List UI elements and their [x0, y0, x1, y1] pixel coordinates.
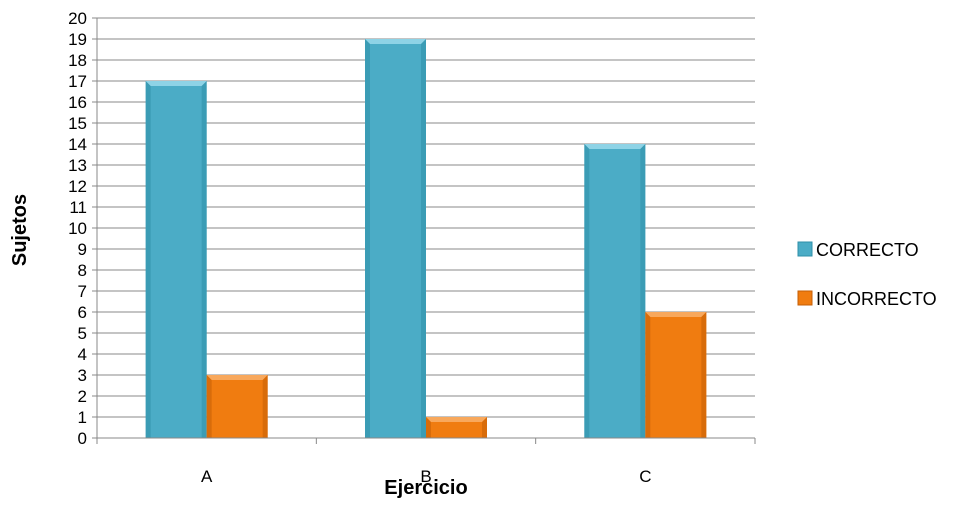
- y-tick-label: 11: [69, 198, 87, 217]
- bar-bevel-right: [201, 81, 207, 438]
- bar-correcto-a: [145, 81, 207, 438]
- bar-bevel-left: [645, 312, 651, 438]
- y-tick-label: 6: [78, 303, 87, 322]
- y-tick-label: 17: [68, 72, 87, 91]
- x-tick-label: C: [639, 467, 651, 486]
- y-tick-label: 5: [78, 324, 87, 343]
- bar-bevel-left: [145, 81, 151, 438]
- y-tick-label: 20: [68, 9, 87, 28]
- y-tick-label: 12: [68, 177, 87, 196]
- y-tick-label: 14: [68, 135, 87, 154]
- bar-bevel-top: [645, 312, 707, 317]
- y-tick-label: 0: [78, 429, 87, 448]
- y-tick-label: 19: [68, 30, 87, 49]
- bar-incorrecto-c: [645, 312, 707, 438]
- bar-bevel-right: [421, 39, 426, 438]
- x-tick-labels: A B C: [96, 438, 756, 486]
- x-tick-label: B: [420, 467, 431, 486]
- bar-bevel-left: [426, 417, 431, 438]
- legend: CORRECTO INCORRECTO: [797, 240, 937, 309]
- bar-incorrecto-a: [206, 375, 268, 438]
- bar-bevel-top: [365, 39, 426, 44]
- axes: [96, 18, 755, 439]
- bar-bevel-left: [584, 144, 590, 438]
- y-axis-title: Sujetos: [9, 194, 31, 266]
- bar-bevel-top: [584, 144, 646, 149]
- bar-bevel-right: [262, 375, 268, 438]
- y-tick-label: 7: [78, 282, 87, 301]
- bar-incorrecto-b: [426, 417, 487, 438]
- bar-bevel-left: [365, 39, 370, 438]
- legend-swatch-incorrecto: [797, 290, 813, 306]
- y-tick-label: 13: [68, 156, 87, 175]
- bar-bevel-right: [640, 144, 646, 438]
- legend-swatch-correcto: [797, 241, 813, 257]
- y-tick-label: 1: [78, 408, 87, 427]
- y-tick-label: 10: [68, 219, 87, 238]
- y-tick-label: 9: [78, 240, 87, 259]
- bar-bevel-top: [206, 375, 268, 380]
- y-tick-label: 3: [78, 366, 87, 385]
- x-axis-title: Ejercicio: [384, 477, 467, 499]
- legend-label-correcto: CORRECTO: [816, 240, 919, 260]
- y-tick-label: 18: [68, 51, 87, 70]
- y-tick-label: 2: [78, 387, 87, 406]
- y-tick-label: 4: [78, 345, 87, 364]
- bar-bevel-left: [206, 375, 212, 438]
- bar-bevel-top: [145, 81, 207, 86]
- legend-label-incorrecto: INCORRECTO: [816, 289, 937, 309]
- bar-bevel-top: [426, 417, 487, 422]
- y-tick-label: 16: [68, 93, 87, 112]
- y-tick-label: 8: [78, 261, 87, 280]
- bar-correcto-c: [584, 144, 646, 438]
- bar-bevel-right: [482, 417, 487, 438]
- bar-bevel-right: [701, 312, 707, 438]
- bars: [145, 39, 707, 438]
- y-tick-label: 15: [68, 114, 87, 133]
- x-tick-label: A: [201, 467, 213, 486]
- bar-correcto-b: [365, 39, 426, 438]
